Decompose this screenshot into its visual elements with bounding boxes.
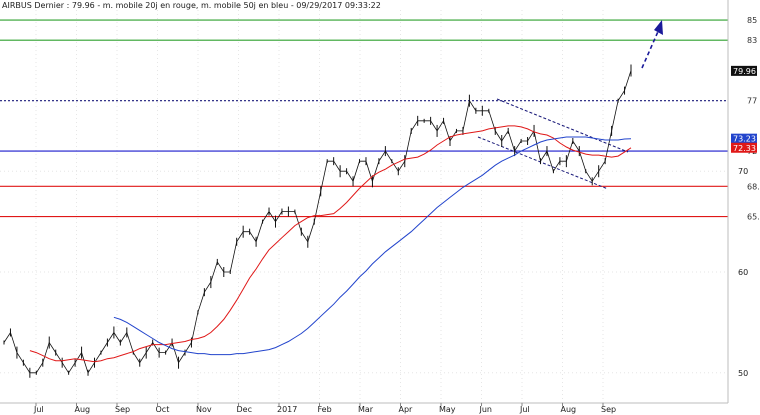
level-label: 85 bbox=[747, 16, 757, 25]
last-price-tag-bg bbox=[731, 65, 757, 76]
x-tick-label: Jun bbox=[479, 405, 493, 414]
projection-arrow-head bbox=[654, 20, 663, 35]
series-group bbox=[3, 64, 632, 378]
x-tick-label: Jul bbox=[33, 405, 44, 414]
x-tick-label: May bbox=[439, 405, 456, 414]
x-tick-label: Sep bbox=[601, 405, 616, 414]
level-label: 77 bbox=[747, 97, 757, 106]
projection-arrow-line bbox=[641, 26, 661, 69]
x-tick-label: Feb bbox=[318, 405, 332, 414]
ma20-line bbox=[29, 125, 632, 363]
grid bbox=[0, 10, 728, 403]
x-tick-label: Oct bbox=[156, 405, 170, 414]
ma20-tag-bg bbox=[731, 142, 757, 153]
ma50-line bbox=[113, 136, 632, 356]
x-tick-label: Sep bbox=[115, 405, 130, 414]
level-label: 83 bbox=[747, 36, 757, 45]
y-tick-label: 50 bbox=[738, 369, 748, 378]
x-tick-label: Mar bbox=[358, 405, 374, 414]
price-line bbox=[3, 70, 632, 374]
x-tick-label: Apr bbox=[399, 405, 414, 414]
price-tags: 79.96 73.231172.33 bbox=[731, 65, 760, 153]
x-tick-label: Aug bbox=[561, 405, 577, 414]
x-tick-label: 2017 bbox=[277, 405, 297, 414]
channel-upper-line bbox=[496, 98, 629, 153]
last-price-tag-label: 79.96 bbox=[733, 67, 756, 76]
level-label: 68.5 bbox=[747, 182, 760, 191]
trend-annotations bbox=[477, 20, 663, 190]
y-tick-label: 70 bbox=[738, 167, 748, 176]
ma20-tag-label: 72.33 bbox=[733, 144, 756, 153]
x-tick-label: Dec bbox=[237, 405, 252, 414]
x-tick-label: Jul bbox=[519, 405, 530, 414]
level-label: 65.5 bbox=[747, 213, 760, 222]
chart-title: AIRBUS Dernier : 79.96 - m. mobile 20j e… bbox=[2, 1, 381, 10]
ma50-tag-label: 73.2311 bbox=[733, 135, 760, 144]
x-tick-label: Aug bbox=[75, 405, 91, 414]
y-tick-label: 60 bbox=[738, 268, 748, 277]
channel-lower-line bbox=[477, 136, 609, 190]
ma50-tag-bg bbox=[731, 133, 757, 144]
level-lines: 8583777268.565.5 bbox=[0, 16, 760, 222]
x-tick-label: Nov bbox=[196, 405, 212, 414]
